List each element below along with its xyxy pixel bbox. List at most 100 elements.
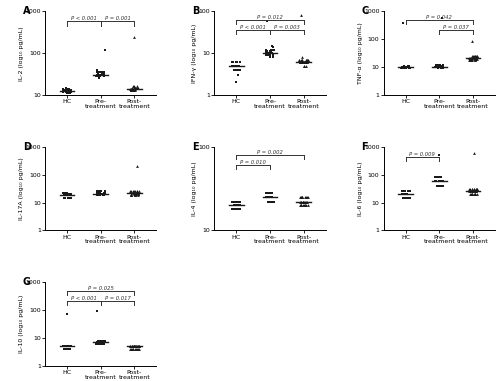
Point [98, 341, 106, 347]
Point [128, 191, 136, 197]
Point [66, 89, 74, 95]
Point [268, 199, 276, 205]
Point [402, 195, 409, 201]
Point [127, 86, 135, 92]
Point [398, 66, 406, 72]
Point [96, 341, 104, 347]
Point [470, 150, 478, 156]
Point [127, 86, 135, 92]
Point [67, 343, 75, 349]
Point [403, 191, 411, 197]
Point [438, 66, 446, 72]
Point [132, 190, 140, 196]
Point [263, 194, 271, 200]
Point [93, 72, 101, 78]
Point [470, 191, 478, 197]
Point [466, 56, 474, 62]
Point [303, 194, 311, 200]
Point [472, 53, 480, 59]
Point [398, 188, 406, 194]
Point [60, 190, 68, 196]
Point [94, 71, 102, 77]
Point [439, 64, 447, 70]
Point [406, 66, 413, 72]
Point [262, 190, 270, 196]
Point [233, 59, 241, 66]
Point [94, 341, 102, 347]
Point [96, 192, 104, 199]
Point [64, 86, 72, 92]
Point [432, 174, 440, 181]
Point [298, 54, 306, 60]
Point [473, 186, 481, 192]
Point [403, 64, 411, 70]
Point [134, 191, 141, 197]
Point [262, 194, 270, 200]
Point [266, 54, 274, 60]
Point [403, 64, 411, 70]
Point [66, 90, 74, 96]
Point [130, 34, 138, 40]
Point [96, 341, 104, 347]
Point [302, 202, 310, 208]
Point [296, 59, 304, 66]
Point [58, 86, 66, 92]
Point [64, 192, 72, 199]
Point [264, 50, 272, 56]
Point [66, 86, 74, 92]
Point [130, 343, 138, 349]
Point [264, 52, 272, 58]
Point [134, 343, 142, 349]
Text: P = 0.009: P = 0.009 [410, 152, 436, 157]
Point [262, 190, 270, 196]
Point [296, 13, 304, 19]
Point [434, 64, 442, 70]
Point [234, 67, 242, 73]
Point [236, 67, 244, 73]
Point [92, 73, 100, 79]
Text: P = 0.042: P = 0.042 [426, 15, 452, 20]
Point [94, 188, 102, 194]
Point [266, 52, 274, 58]
Point [236, 206, 244, 212]
Point [265, 199, 273, 205]
Point [437, 66, 445, 72]
Point [96, 341, 104, 347]
Point [229, 63, 237, 69]
Point [60, 87, 68, 93]
Point [92, 69, 100, 75]
Point [405, 195, 413, 201]
Point [468, 53, 475, 59]
Point [96, 339, 104, 345]
Point [263, 50, 271, 56]
Point [100, 190, 108, 196]
Point [60, 346, 68, 352]
Point [128, 346, 136, 352]
Point [234, 63, 241, 69]
Point [402, 64, 409, 70]
Point [472, 191, 480, 197]
Point [436, 178, 444, 184]
Point [98, 72, 106, 78]
Point [470, 54, 478, 61]
Point [300, 202, 308, 208]
Point [232, 199, 240, 205]
Text: P = 0.017: P = 0.017 [104, 296, 130, 301]
Point [436, 66, 444, 72]
Point [264, 199, 272, 205]
Point [269, 54, 277, 60]
Point [434, 64, 442, 70]
Point [296, 59, 304, 66]
Point [98, 338, 106, 344]
Point [230, 202, 238, 208]
Point [267, 48, 275, 54]
Point [300, 63, 308, 69]
Point [300, 194, 308, 200]
Point [65, 87, 73, 93]
Point [472, 56, 480, 62]
Point [296, 199, 304, 205]
Point [300, 199, 308, 205]
Point [126, 346, 134, 352]
Point [298, 57, 306, 63]
Point [98, 191, 106, 197]
